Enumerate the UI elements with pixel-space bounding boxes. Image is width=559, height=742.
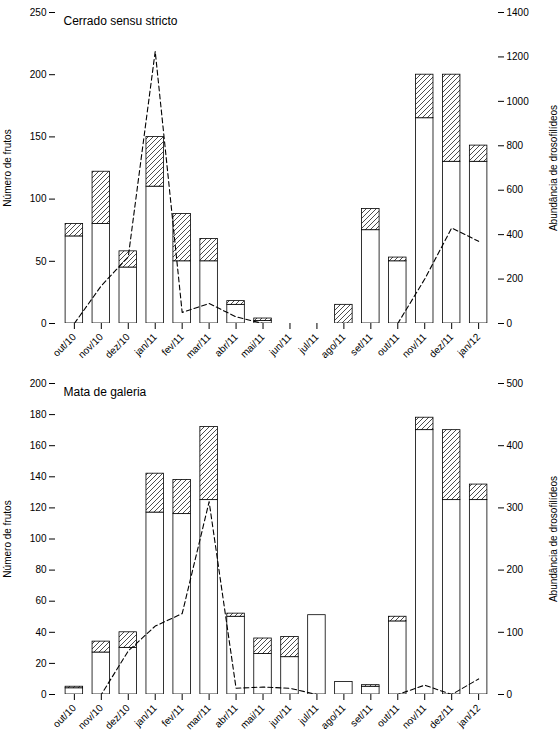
svg-text:250: 250 [30,7,47,18]
svg-text:0: 0 [41,689,47,700]
svg-text:dez/10: dez/10 [103,331,132,360]
svg-text:200: 200 [507,273,524,284]
svg-text:100: 100 [507,627,524,638]
svg-text:0: 0 [507,689,513,700]
svg-text:jan/12: jan/12 [455,331,483,359]
svg-text:Número de frutos: Número de frutos [2,500,13,577]
svg-text:mai/11: mai/11 [238,331,267,360]
svg-text:800: 800 [507,140,524,151]
svg-text:150: 150 [30,131,47,142]
svg-text:600: 600 [507,184,524,195]
svg-text:Mata de galeria: Mata de galeria [64,385,147,399]
svg-text:abr/11: abr/11 [212,331,240,359]
svg-text:out/10: out/10 [51,702,79,730]
svg-text:jul/11: jul/11 [296,702,321,727]
svg-text:1000: 1000 [507,96,530,107]
svg-text:nov/11: nov/11 [400,331,429,360]
svg-text:400: 400 [507,440,524,451]
svg-text:200: 200 [30,69,47,80]
svg-text:out/11: out/11 [375,331,402,358]
svg-text:abr/11: abr/11 [212,702,240,730]
svg-text:ago/11: ago/11 [319,331,348,360]
svg-text:mai/11: mai/11 [238,702,267,731]
svg-text:fev/11: fev/11 [159,331,186,358]
svg-text:out/11: out/11 [375,702,402,729]
svg-text:jan/11: jan/11 [132,331,160,359]
svg-text:out/10: out/10 [51,331,79,359]
svg-text:140: 140 [30,471,47,482]
svg-text:set/11: set/11 [348,331,375,358]
svg-text:180: 180 [30,409,47,420]
svg-text:100: 100 [30,533,47,544]
svg-text:160: 160 [30,440,47,451]
svg-text:Número de frutos: Número de frutos [2,129,13,206]
svg-text:nov/10: nov/10 [76,702,105,731]
svg-text:200: 200 [30,378,47,389]
svg-text:dez/11: dez/11 [427,331,456,360]
svg-text:dez/10: dez/10 [103,702,132,731]
svg-text:80: 80 [35,564,47,575]
svg-text:20: 20 [35,658,47,669]
svg-text:ago/11: ago/11 [319,702,348,731]
svg-text:jun/11: jun/11 [266,331,294,359]
svg-text:100: 100 [30,193,47,204]
svg-text:dez/11: dez/11 [427,702,456,731]
svg-text:Cerrado sensu stricto: Cerrado sensu stricto [64,14,178,28]
svg-text:500: 500 [507,378,524,389]
svg-text:300: 300 [507,502,524,513]
svg-text:fev/11: fev/11 [159,702,186,729]
svg-text:0: 0 [507,318,513,329]
svg-text:jan/12: jan/12 [455,702,483,730]
svg-text:1400: 1400 [507,7,530,18]
svg-text:0: 0 [41,318,47,329]
svg-text:nov/10: nov/10 [76,331,105,360]
svg-text:Abundância de drosofilídeos: Abundância de drosofilídeos [548,476,559,602]
svg-text:1200: 1200 [507,51,530,62]
svg-text:jun/11: jun/11 [266,702,294,730]
svg-text:jan/11: jan/11 [132,702,160,730]
svg-text:120: 120 [30,502,47,513]
svg-text:mar/11: mar/11 [184,702,214,732]
svg-text:mar/11: mar/11 [184,331,214,361]
svg-text:400: 400 [507,229,524,240]
svg-text:jul/11: jul/11 [296,331,321,356]
svg-text:Abundância de drosofilídeos: Abundância de drosofilídeos [548,105,559,231]
svg-text:nov/11: nov/11 [400,702,429,731]
svg-text:40: 40 [35,627,47,638]
svg-text:set/11: set/11 [348,702,375,729]
svg-text:60: 60 [35,595,47,606]
svg-text:50: 50 [35,255,47,266]
svg-text:200: 200 [507,564,524,575]
